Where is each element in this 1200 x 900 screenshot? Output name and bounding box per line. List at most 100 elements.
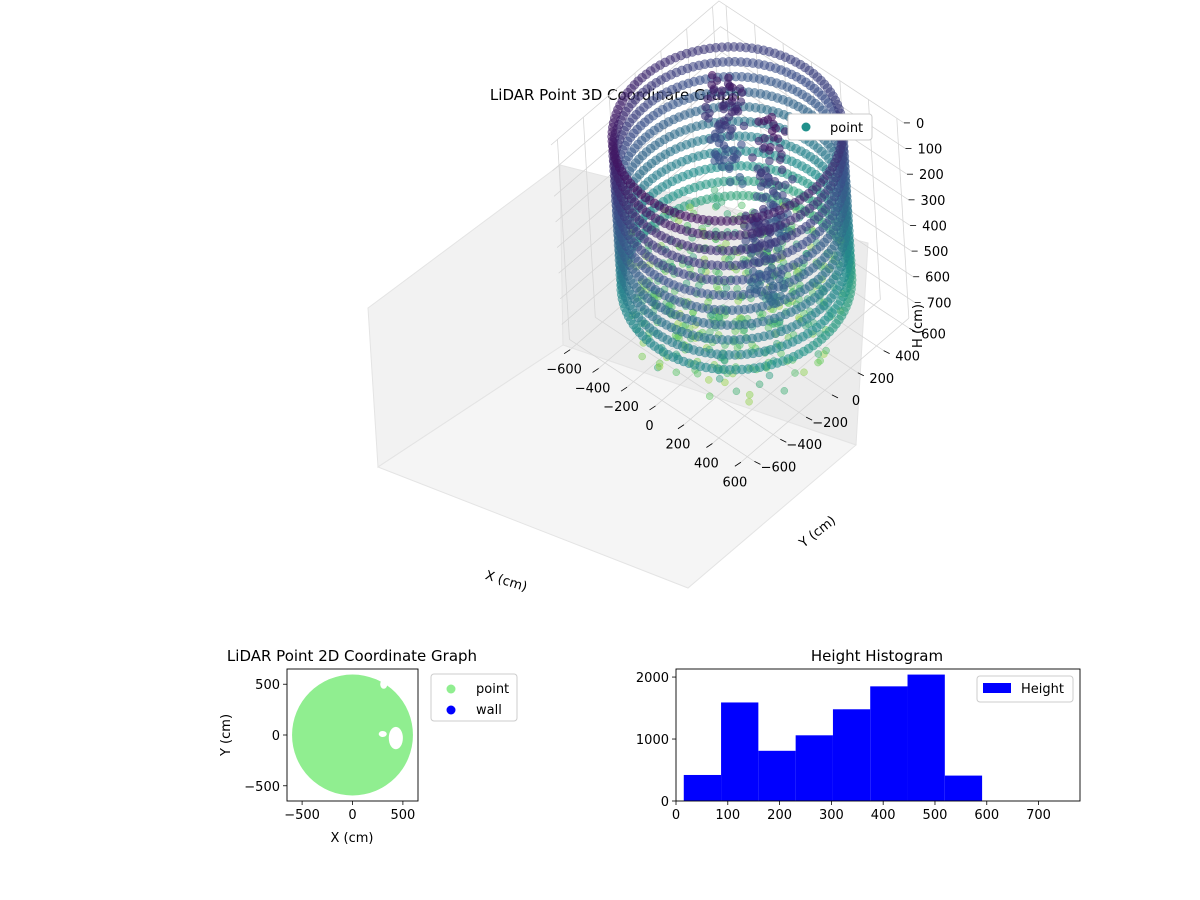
- point-3d: [765, 156, 774, 166]
- point-3d: [748, 153, 757, 162]
- y-tick-label-3d: −200: [812, 416, 848, 431]
- x-tick-label-histogram: 100: [715, 808, 740, 823]
- legend-3d: point: [787, 113, 873, 141]
- point-3d: [701, 102, 710, 112]
- legend-3d-marker: [801, 122, 811, 132]
- x-tick-label-3d: 400: [694, 456, 719, 471]
- histogram-title: Height Histogram: [811, 647, 943, 665]
- point-3d: [770, 176, 780, 186]
- y-tick-3d: [883, 350, 890, 354]
- z-tick-label-3d: 300: [921, 194, 946, 209]
- point-3d: [719, 155, 728, 165]
- point-3d: [732, 290, 743, 300]
- y-tick-3d: [780, 438, 787, 443]
- z-tick-label-3d: 0: [916, 117, 924, 132]
- point-3d: [731, 260, 741, 271]
- legend-3d-label: point: [830, 121, 863, 136]
- y-tick-3d: [754, 461, 761, 465]
- point-3d: [820, 350, 828, 358]
- histogram-bars: [683, 674, 983, 801]
- point-3d: [758, 193, 767, 203]
- z-tick-label-3d: 600: [925, 271, 950, 286]
- y-tick-label-histogram: 1000: [636, 733, 669, 748]
- axes-3d: −600−400−2000200400600−600−400−200020040…: [546, 117, 951, 490]
- y-tick-3d: [831, 394, 839, 399]
- point-3d: [727, 107, 737, 117]
- histogram-bar: [721, 702, 759, 801]
- x-tick-label-histogram: 400: [871, 808, 896, 823]
- x-tick-label-histogram: 300: [819, 808, 844, 823]
- points-2d-cloud: [292, 674, 413, 796]
- x-tick-3d: [706, 443, 713, 448]
- x-tick-label-3d: 600: [722, 475, 747, 490]
- point-3d: [710, 149, 719, 158]
- point-3d: [655, 362, 664, 371]
- point-3d: [730, 245, 740, 256]
- x-tick-label-histogram: 500: [923, 808, 948, 823]
- point-3d: [737, 364, 747, 375]
- point-3d: [726, 126, 735, 135]
- frame-histogram: [675, 668, 1081, 802]
- grid-line-y-wall: [557, 139, 570, 340]
- point-3d: [766, 142, 775, 152]
- point-3d: [720, 116, 729, 125]
- point-3d: [716, 375, 724, 383]
- point-3d: [718, 101, 727, 111]
- point-3d: [759, 178, 768, 187]
- point-3d: [746, 391, 754, 399]
- point-3d: [769, 119, 778, 129]
- point-3d: [777, 165, 787, 175]
- legend-histogram: Height: [976, 675, 1074, 703]
- point-3d: [775, 144, 784, 153]
- y-tick-label-2d: −500: [244, 780, 280, 795]
- point-3d: [735, 335, 745, 345]
- point-3d: [736, 349, 746, 360]
- x-tick-label-histogram: 600: [974, 808, 999, 823]
- z-tick-label-3d: 500: [924, 245, 949, 260]
- x-tick-label-3d: −400: [575, 381, 611, 396]
- point-3d: [738, 201, 746, 210]
- point-3d: [732, 387, 741, 395]
- point-3d: [710, 186, 719, 194]
- y-tick-label-histogram: 2000: [636, 671, 669, 686]
- x-tick-label-2d: 0: [348, 808, 356, 823]
- point-3d: [726, 177, 735, 187]
- histogram-bar: [758, 750, 796, 801]
- x-tick-3d: [677, 424, 685, 430]
- point-3d: [728, 83, 737, 92]
- point-3d: [728, 216, 738, 226]
- grid-line-y-floor: [646, 272, 833, 396]
- y-tick-label-3d: 0: [852, 394, 860, 409]
- point-3d: [764, 324, 773, 332]
- point-3d: [755, 380, 764, 388]
- x-tick-label-3d: −200: [603, 400, 639, 415]
- point-3d: [728, 93, 738, 102]
- point-3d: [693, 370, 702, 378]
- point-3d: [735, 172, 744, 182]
- x-tick-3d: [592, 368, 599, 373]
- point-3d: [737, 88, 747, 97]
- legend-2d-label-point: point: [476, 682, 509, 697]
- histogram-bar: [832, 709, 871, 801]
- y-tick-3d: [909, 328, 916, 332]
- point-3d: [703, 94, 712, 104]
- point-3d: [734, 320, 744, 330]
- grid-line-h: [550, 0, 905, 146]
- legend-histogram-swatch: [983, 683, 1011, 693]
- x-tick-3d: [620, 386, 628, 392]
- point-3d: [765, 371, 774, 380]
- z-tick-label-3d: 700: [927, 296, 952, 311]
- point-3d: [729, 152, 738, 162]
- point-3d: [788, 175, 797, 184]
- point-3d: [724, 73, 733, 83]
- grid-line-y-floor: [569, 339, 755, 462]
- legend-2d-marker-wall: [446, 705, 456, 715]
- x-tick-3d: [734, 461, 742, 467]
- point-3d: [754, 117, 763, 126]
- z-tick-label-3d: 200: [919, 168, 944, 183]
- point-3d: [638, 352, 646, 361]
- point-3d: [737, 140, 746, 149]
- x-axis-label-3d: X (cm): [483, 568, 529, 595]
- x-tick-3d: [563, 349, 571, 355]
